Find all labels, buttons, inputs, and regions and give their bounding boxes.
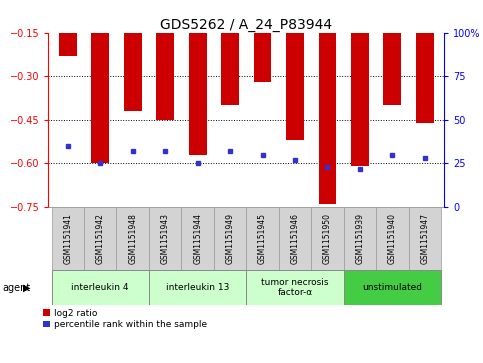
Text: GSM1151945: GSM1151945 [258,213,267,264]
Bar [376,207,409,270]
Bar [124,0,142,111]
Bar [189,0,207,155]
Bar [52,270,149,305]
Bar [279,207,311,270]
Bar [156,0,174,120]
Text: GSM1151940: GSM1151940 [388,213,397,264]
Bar [246,270,344,305]
Text: GSM1151939: GSM1151939 [355,213,365,264]
Bar [246,207,279,270]
Bar [384,0,401,105]
Text: interleukin 4: interleukin 4 [71,283,129,292]
Text: agent: agent [2,283,30,293]
Text: GSM1151942: GSM1151942 [96,213,105,264]
Bar [182,207,214,270]
Bar [149,207,182,270]
Text: GSM1151946: GSM1151946 [291,213,299,264]
Text: GSM1151947: GSM1151947 [420,213,429,264]
Text: GSM1151948: GSM1151948 [128,213,137,264]
Text: ▶: ▶ [23,283,31,293]
Bar [344,270,441,305]
Bar [351,0,369,166]
Text: GSM1151943: GSM1151943 [161,213,170,264]
Bar [84,207,116,270]
Bar [311,207,344,270]
Bar [116,207,149,270]
Bar [319,0,337,204]
Bar [344,207,376,270]
Text: GSM1151941: GSM1151941 [63,213,72,264]
Bar [254,0,271,82]
Bar [416,0,434,123]
Text: GSM1151950: GSM1151950 [323,213,332,264]
Text: interleukin 13: interleukin 13 [166,283,229,292]
Bar [149,270,246,305]
Title: GDS5262 / A_24_P83944: GDS5262 / A_24_P83944 [160,18,332,32]
Text: tumor necrosis
factor-α: tumor necrosis factor-α [261,278,329,297]
Bar [221,0,239,105]
Legend: log2 ratio, percentile rank within the sample: log2 ratio, percentile rank within the s… [43,309,207,330]
Text: GSM1151949: GSM1151949 [226,213,235,264]
Bar [52,207,84,270]
Bar [91,0,109,163]
Text: unstimulated: unstimulated [362,283,423,292]
Bar [214,207,246,270]
Bar [409,207,441,270]
Text: GSM1151944: GSM1151944 [193,213,202,264]
Bar [286,0,304,140]
Bar [59,0,77,56]
